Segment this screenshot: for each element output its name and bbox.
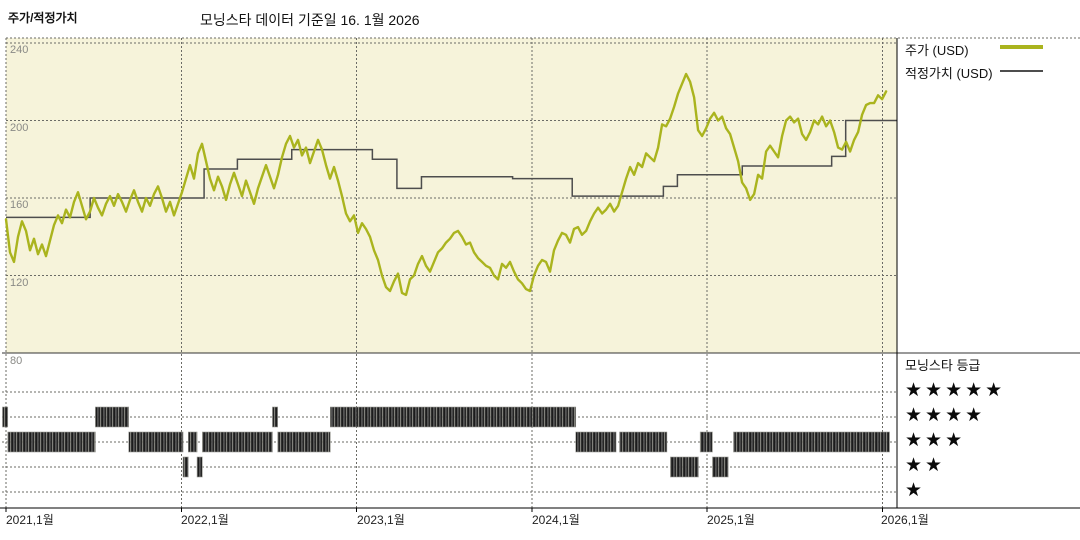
x-tick-2026: 2026,1월 bbox=[881, 513, 929, 527]
rating-legend-title: 모닝스타 등급 bbox=[905, 358, 981, 373]
rating-row-4-stars: ★★★★ bbox=[905, 405, 986, 426]
rating-row-1-star: ★ bbox=[905, 480, 926, 501]
legend-fair-value-line-swatch bbox=[1000, 70, 1043, 72]
x-tick-2024: 2024,1월 bbox=[532, 513, 580, 527]
legend-fair-value-label: 적정가치 (USD) bbox=[905, 66, 993, 81]
y-tick-80: 80 bbox=[10, 355, 23, 367]
x-tick-2023: 2023,1월 bbox=[357, 513, 405, 527]
page-title: 주가/적정가치 bbox=[8, 11, 78, 25]
legend-price-label: 주가 (USD) bbox=[905, 43, 969, 58]
x-tick-2022: 2022,1월 bbox=[181, 513, 229, 527]
chart-subtitle-asof-date: 모닝스타 데이터 기준일 16. 1월 2026 bbox=[200, 12, 420, 28]
y-tick-120: 120 bbox=[10, 277, 29, 289]
y-tick-200: 200 bbox=[10, 122, 29, 134]
y-tick-240: 240 bbox=[10, 44, 29, 56]
x-tick-2025: 2025,1월 bbox=[707, 513, 755, 527]
rating-row-5-stars: ★★★★★ bbox=[905, 380, 1006, 401]
y-tick-160: 160 bbox=[10, 199, 29, 211]
rating-row-3-stars: ★★★ bbox=[905, 430, 966, 451]
rating-row-2-stars: ★★ bbox=[905, 455, 946, 476]
legend-price-line-swatch bbox=[1000, 45, 1043, 49]
x-tick-2021: 2021,1월 bbox=[6, 513, 54, 527]
